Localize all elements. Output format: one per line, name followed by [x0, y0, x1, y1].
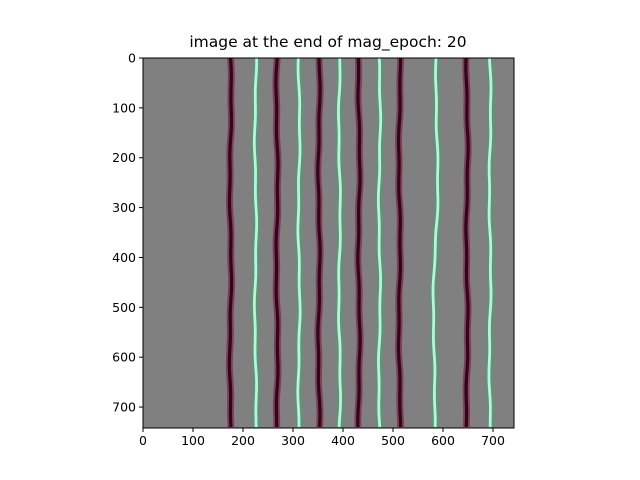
stripe-light — [251, 58, 260, 428]
stripe-core — [356, 58, 362, 428]
stripe-core — [227, 58, 234, 428]
stripe-light — [375, 58, 384, 428]
stripe-light — [485, 58, 495, 428]
stripe-dark — [225, 58, 236, 428]
x-tick-label: 600 — [431, 433, 455, 448]
stripe-dark — [354, 58, 364, 428]
y-tick-label: 600 — [112, 350, 136, 365]
stripe-light — [335, 58, 344, 428]
stripe-core — [431, 58, 440, 428]
stripe-dark — [462, 58, 472, 428]
stripe-core — [376, 58, 383, 428]
stripe-dark — [272, 58, 282, 427]
stripe-dark — [314, 58, 324, 428]
stripe-core — [316, 58, 322, 428]
heatmap-background — [143, 58, 514, 428]
y-tick-label: 0 — [128, 51, 136, 66]
x-tick-label: 300 — [281, 433, 305, 448]
stripe-core — [274, 58, 280, 427]
stripe-dark — [394, 58, 405, 428]
x-tick-label: 200 — [231, 433, 255, 448]
plot-area — [143, 58, 514, 428]
y-tick-label: 400 — [112, 250, 136, 265]
y-tick-label: 700 — [112, 400, 136, 415]
plot-frame — [142, 57, 515, 429]
stripe-core — [252, 58, 259, 428]
x-tick-label: 0 — [139, 433, 147, 448]
y-tick-label: 300 — [112, 200, 136, 215]
y-tick-label: 100 — [112, 100, 136, 115]
y-tick-label: 500 — [112, 300, 136, 315]
stripe-core — [464, 58, 470, 428]
axes: 0 100 200 300 400 500 600 700 0 100 200 300 400 500 60… — [112, 51, 515, 448]
stripe-core — [296, 58, 302, 428]
x-tick-label: 100 — [181, 433, 205, 448]
stripe-light — [294, 58, 304, 428]
stripe-core — [396, 58, 403, 428]
stripe-core — [337, 58, 342, 428]
chart-title: image at the end of mag_epoch: 20 — [189, 33, 467, 51]
x-tick-label: 700 — [481, 433, 505, 448]
x-tick-label: 400 — [331, 433, 355, 448]
x-tick-label: 500 — [381, 433, 405, 448]
stripe-core — [487, 58, 493, 428]
y-tick-label: 200 — [112, 150, 136, 165]
stripe-light — [429, 58, 442, 428]
